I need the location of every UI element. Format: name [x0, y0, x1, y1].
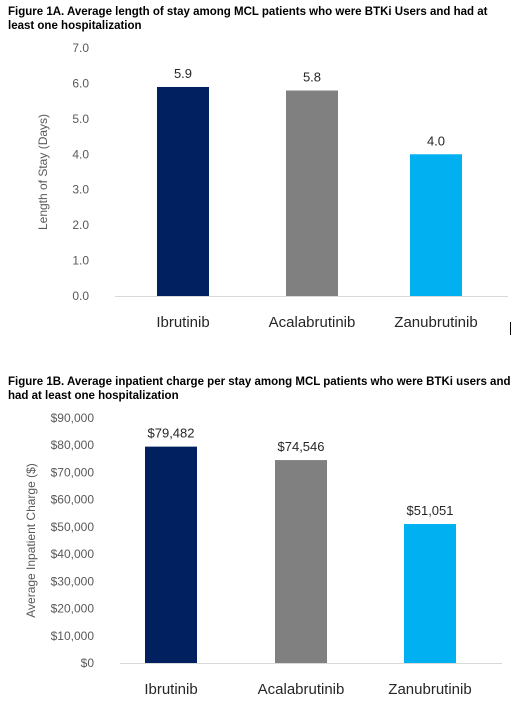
fig1b-ytick-label: $30,000 [51, 574, 95, 588]
fig1a-category-label: Zanubrutinib [394, 314, 477, 331]
fig1b-ytick-label: $50,000 [51, 520, 95, 534]
fig1b-bar-zanubrutinib [404, 524, 456, 663]
fig1b-ytick-label: $60,000 [51, 493, 95, 507]
figure-1a-chart: 0.0 1.0 2.0 3.0 4.0 5.0 6.0 7.0 5.9 Ibrutinib 5.8 A… [36, 41, 508, 331]
fig1b-ytick-label: $80,000 [51, 438, 95, 452]
fig1b-ytick-label: $40,000 [51, 547, 95, 561]
fig1a-ytick-label: 3.0 [72, 183, 89, 197]
fig1b-bar-ibrutinib [145, 446, 197, 663]
fig1a-ytick-label: 1.0 [72, 254, 89, 268]
fig1b-ytick-label: $10,000 [51, 629, 95, 643]
fig1a-ytick-label: 6.0 [72, 76, 89, 90]
text-cursor [510, 322, 511, 335]
fig1a-ytick-label: 5.0 [72, 112, 89, 126]
fig1a-category-label: Ibrutinib [156, 314, 209, 331]
fig1b-y-axis-title: Average Inpatient Charge ($) [24, 463, 38, 618]
fig1a-ytick-label: 4.0 [72, 147, 89, 161]
fig1b-ytick-label: $70,000 [51, 465, 95, 479]
fig1a-y-axis-title: Length of Stay (Days) [36, 114, 50, 230]
fig1b-ytick-label: $90,000 [51, 411, 95, 425]
fig1b-category-label: Ibrutinib [144, 681, 197, 698]
fig1a-ytick-label: 0.0 [72, 289, 89, 303]
fig1a-bar-zanubrutinib [410, 154, 462, 296]
fig1a-category-label: Acalabrutinib [269, 314, 356, 331]
fig1a-data-label: 4.0 [427, 133, 445, 148]
fig1a-bar-ibrutinib [157, 86, 209, 296]
fig1b-data-label: $74,546 [278, 439, 325, 454]
fig1a-ytick-label: 2.0 [72, 218, 89, 232]
fig1a-data-label: 5.9 [174, 66, 192, 81]
fig1b-ytick-label: $0 [81, 656, 95, 670]
fig1b-ytick-label: $20,000 [51, 602, 95, 616]
fig1a-data-label: 5.8 [303, 70, 321, 85]
fig1b-bar-acalabrutinib [275, 460, 327, 663]
fig1b-category-label: Zanubrutinib [388, 681, 471, 698]
figure-1b-title: Figure 1B. Average inpatient charge per … [8, 376, 511, 402]
fig1b-data-label: $79,482 [148, 426, 195, 441]
figure-1a-title: Figure 1A. Average length of stay among … [8, 6, 488, 32]
fig1b-data-label: $51,051 [407, 503, 454, 518]
fig1a-ytick-label: 7.0 [72, 41, 89, 55]
fig1b-category-label: Acalabrutinib [258, 681, 345, 698]
fig1a-bar-acalabrutinib [286, 90, 338, 296]
